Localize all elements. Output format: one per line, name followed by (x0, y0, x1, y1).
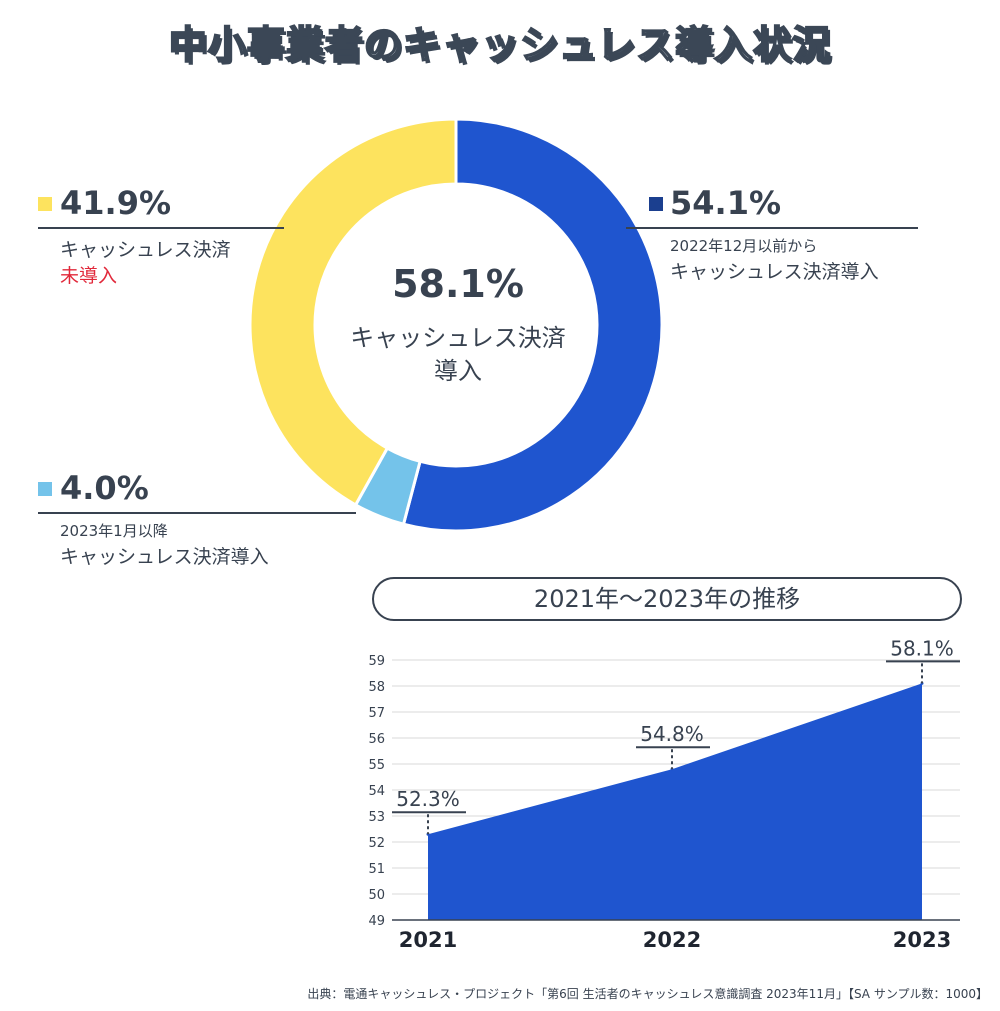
segment-desc-before-line2: キャッシュレス決済導入 (670, 261, 879, 283)
legend-swatch-none (38, 197, 52, 211)
y-tick-label: 50 (368, 888, 385, 903)
leader-line-after (38, 512, 356, 514)
leader-line-before (626, 227, 918, 229)
area-chart: 49 50 51 52 53 54 55 56 57 58 59 52.3% 2021 54.8% 2022… (368, 636, 960, 952)
y-tick-label: 53 (368, 810, 385, 825)
x-tick-label: 2021 (399, 928, 457, 952)
legend-swatch-before (649, 197, 663, 211)
segment-label-before: 54.1% (670, 184, 782, 222)
segment-desc-after-line2: キャッシュレス決済導入 (60, 546, 269, 568)
trend-title: 2021年～2023年の推移 (372, 577, 962, 621)
segment-desc-none-line1: キャッシュレス決済 (60, 239, 231, 261)
main-title: 中小事業者のキャッシュレス導入状況 (168, 22, 832, 68)
y-tick-label: 57 (368, 706, 385, 721)
data-label: 58.1% (890, 636, 954, 660)
leader-line-none (38, 227, 284, 229)
donut-chart (248, 117, 664, 533)
legend-swatch-after (38, 482, 52, 496)
segment-label-none: 41.9% (60, 184, 172, 222)
x-tick-label: 2022 (643, 928, 701, 952)
data-label: 52.3% (396, 787, 460, 811)
donut-center-label-line2: 導入 (434, 357, 482, 385)
data-label: 54.8% (640, 722, 704, 746)
source-note: 出典：電通キャッシュレス・プロジェクト「第6回 生活者のキャッシュレス意識調査 … (307, 987, 988, 1001)
segment-label-after: 4.0% (60, 469, 149, 507)
y-tick-label: 52 (368, 836, 385, 851)
y-tick-label: 59 (368, 654, 385, 669)
y-tick-label: 58 (368, 680, 385, 695)
segment-desc-before-line1: 2022年12月以前から (670, 237, 818, 255)
y-tick-label: 55 (368, 758, 385, 773)
y-tick-label: 54 (368, 784, 385, 799)
donut-center-value: 58.1% (392, 262, 524, 306)
y-tick-label: 51 (368, 862, 385, 877)
donut-slice-none (248, 117, 458, 507)
y-tick-label: 49 (368, 914, 385, 929)
donut-slice-before (401, 117, 664, 533)
y-tick-label: 56 (368, 732, 385, 747)
segment-desc-after-line1: 2023年1月以降 (60, 522, 168, 540)
area-series (428, 683, 922, 920)
x-tick-label: 2023 (893, 928, 951, 952)
segment-desc-none-line2: 未導入 (60, 265, 118, 287)
donut-center-label: キャッシュレス決済 導入 (318, 322, 598, 388)
donut-center-label-line1: キャッシュレス決済 (350, 324, 566, 352)
